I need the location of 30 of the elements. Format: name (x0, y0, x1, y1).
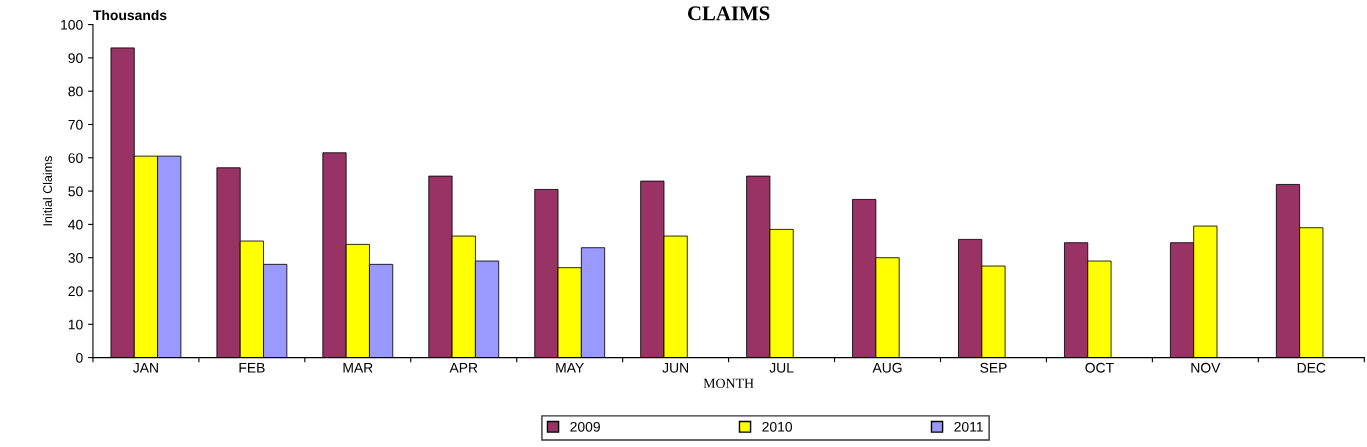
y-tick-label: 30 (68, 253, 83, 263)
y-tick-label: 10 (68, 319, 83, 330)
y-tick-label: 60 (68, 153, 83, 163)
legend-label: 2011 (954, 421, 983, 432)
y-tick-label: 90 (68, 53, 83, 64)
text: Thousands (93, 9, 167, 21)
y-tick-label: 70 (68, 119, 83, 130)
x-tick-label: MAR (343, 362, 373, 373)
x-tick-label: SEP (980, 362, 1007, 373)
x-axis-title: MONTH (703, 378, 754, 388)
chart-title: CLAIMS (687, 6, 770, 21)
y-axis-title: Initial Claims (42, 156, 53, 226)
x-tick-label: OCT (1085, 362, 1114, 373)
x-tick-label: AUG (872, 362, 902, 373)
y-tick-label: 50 (68, 186, 83, 197)
y-tick-label: 0 (76, 352, 83, 363)
x-tick-label: NOV (1191, 362, 1221, 373)
x-tick-label: MAY (556, 362, 584, 373)
legend-label: 2010 (762, 421, 793, 432)
legend-label: 2009 (570, 421, 600, 432)
x-tick-label: APR (449, 362, 478, 373)
x-tick-label: DEC (1297, 362, 1326, 373)
x-tick-label: JUN (662, 362, 689, 373)
y-tick-label: 20 (68, 286, 83, 297)
y-tick-label: 100 (61, 19, 83, 30)
x-tick-label: JUL (769, 362, 794, 373)
y-tick-label: 40 (68, 219, 83, 230)
y-tick-label: 80 (68, 86, 83, 97)
x-tick-label: FEB (239, 362, 265, 373)
x-tick-label: JAN (133, 362, 158, 373)
